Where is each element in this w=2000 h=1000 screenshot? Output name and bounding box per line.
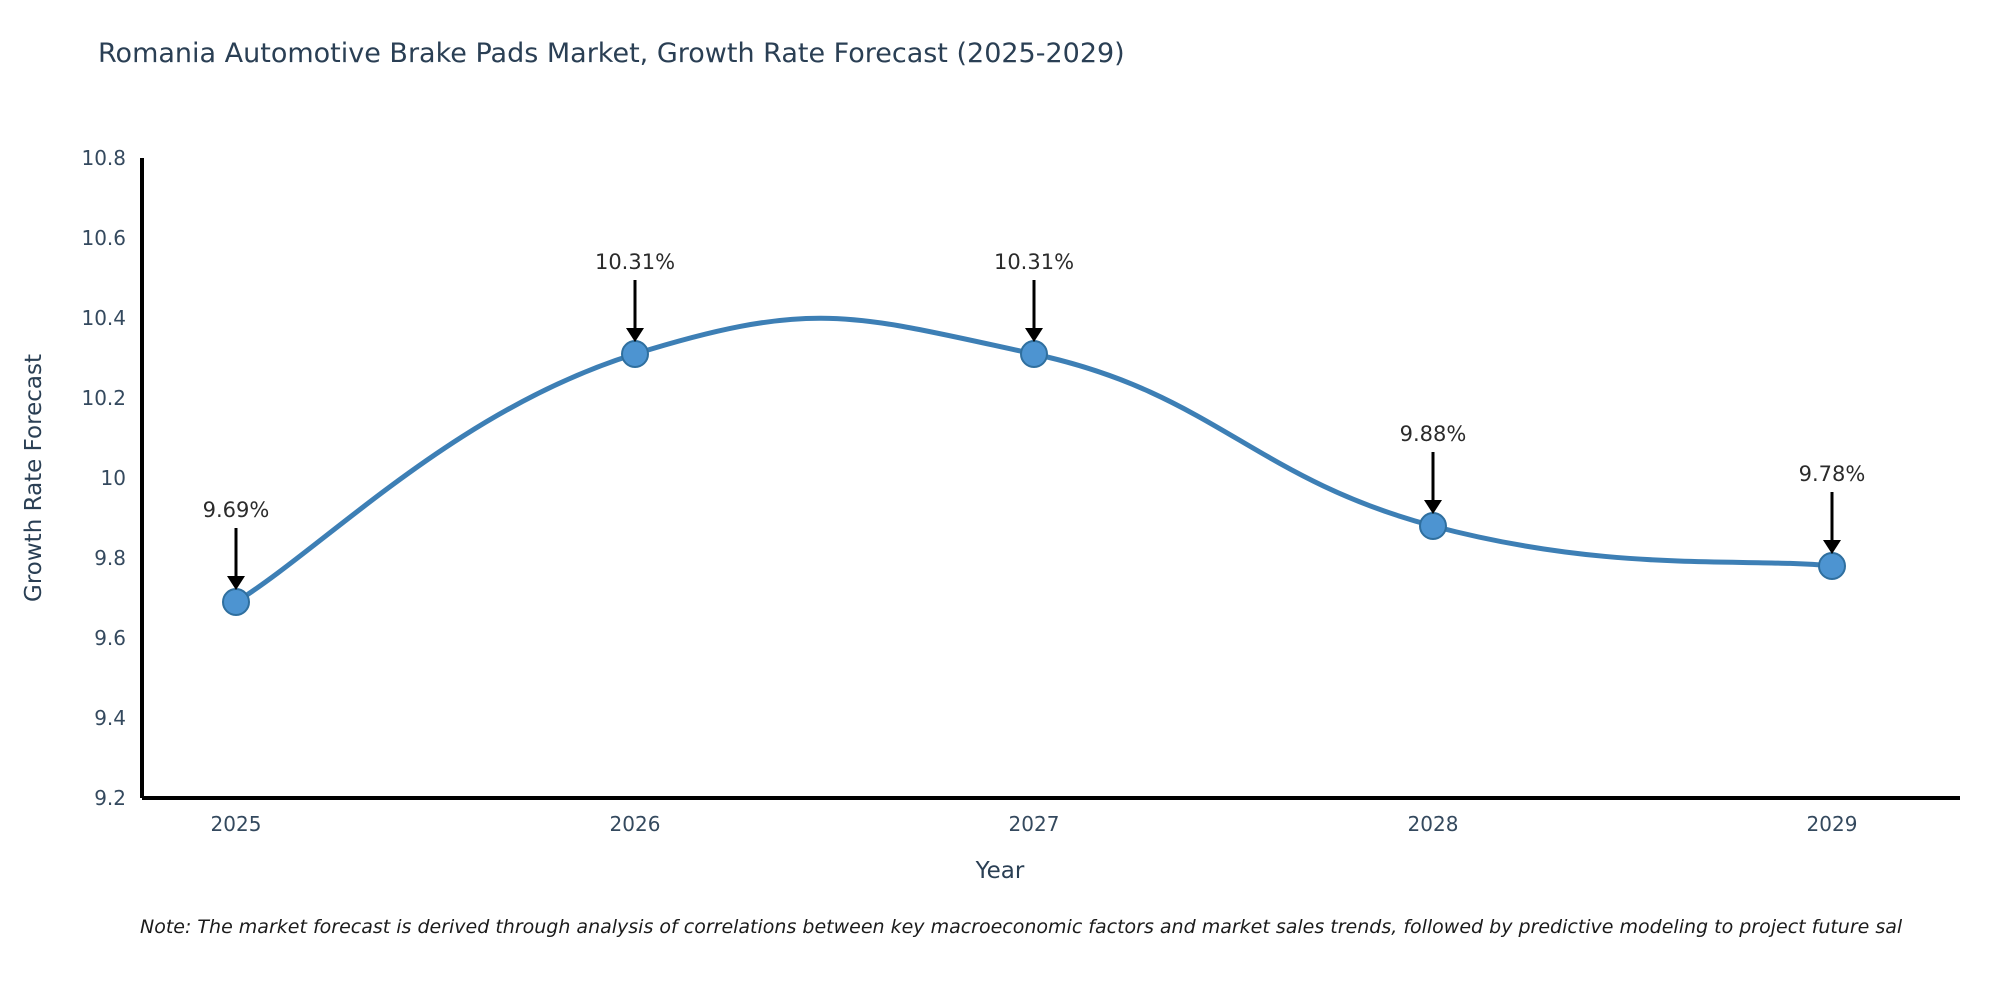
data-point-value-label: 10.31%: [993, 250, 1075, 274]
data-point-value-label: 9.69%: [202, 498, 270, 522]
x-tick-label: 2027: [1008, 812, 1060, 836]
annotation-arrow-head: [626, 328, 644, 342]
x-tick-label: 2029: [1806, 812, 1858, 836]
data-point-marker[interactable]: [1020, 340, 1048, 368]
annotation-arrow-head: [1424, 500, 1442, 514]
annotation-arrow-head: [227, 576, 245, 590]
y-tick-label: 9.4: [94, 706, 126, 730]
data-point-marker[interactable]: [1818, 552, 1846, 580]
y-tick-label: 10: [100, 466, 126, 490]
y-tick-label: 9.8: [94, 546, 126, 570]
y-tick-label: 9.2: [94, 786, 126, 810]
y-tick-label: 9.6: [94, 626, 126, 650]
data-point-value-label: 9.88%: [1399, 422, 1467, 446]
data-point-marker[interactable]: [222, 588, 250, 616]
data-point-value-label: 10.31%: [594, 250, 676, 274]
x-tick-label: 2026: [609, 812, 661, 836]
chart-footnote: Note: The market forecast is derived thr…: [140, 916, 1903, 938]
axes-group: [140, 158, 1960, 800]
x-axis-title: Year: [975, 858, 1025, 884]
x-tick-label: 2025: [210, 812, 262, 836]
x-tick-label: 2028: [1407, 812, 1459, 836]
y-axis-title: Growth Rate Forecast: [21, 354, 47, 602]
page-title: Romania Automotive Brake Pads Market, Gr…: [98, 38, 1125, 69]
data-point-marker[interactable]: [1419, 512, 1447, 540]
annotation-arrow-head: [1823, 540, 1841, 554]
y-tick-label: 10.4: [81, 306, 126, 330]
annotation-arrow-head: [1025, 328, 1043, 342]
data-point-marker[interactable]: [621, 340, 649, 368]
y-tick-label: 10.8: [81, 146, 126, 170]
y-tick-label: 10.6: [81, 226, 126, 250]
annotation-arrows: [227, 280, 1841, 590]
y-tick-label: 10.2: [81, 386, 126, 410]
data-point-markers: [222, 340, 1846, 616]
data-point-value-label: 9.78%: [1798, 462, 1866, 486]
